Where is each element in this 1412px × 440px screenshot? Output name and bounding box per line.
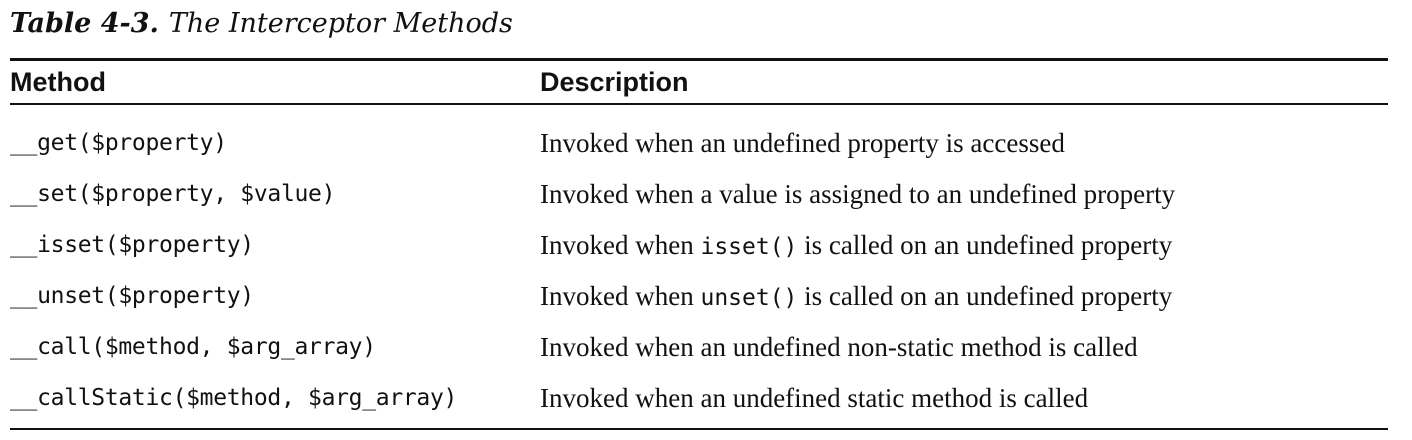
method-cell: __get($property) (10, 130, 227, 156)
table-row: __call($method, $arg_array) Invoked when… (10, 322, 1388, 373)
table-row: __set($property, $value) Invoked when a … (10, 169, 1388, 220)
table-top-rule (10, 58, 1388, 61)
table-row: __isset($property) Invoked when isset() … (10, 220, 1388, 271)
column-header-description: Description (540, 67, 689, 97)
description-code: unset() (700, 285, 798, 311)
column-header-method: Method (10, 67, 106, 97)
method-cell: __call($method, $arg_array) (10, 334, 376, 360)
method-cell: __isset($property) (10, 232, 254, 258)
table-header-rule (10, 103, 1388, 105)
method-cell: __set($property, $value) (10, 181, 336, 207)
description-cell: Invoked when isset() is called on an und… (540, 220, 1172, 273)
table-bottom-rule (10, 428, 1388, 430)
description-text-tail: is called on an undefined property (797, 281, 1173, 311)
table-header-row: Method Description (10, 62, 1388, 102)
table-body: __get($property) Invoked when an undefin… (10, 118, 1388, 424)
description-text: Invoked when an undefined static method … (540, 383, 1089, 413)
table-caption-label: Table 4-3. (10, 8, 159, 39)
description-text: Invoked when (540, 281, 701, 311)
table-row: __unset($property) Invoked when unset() … (10, 271, 1388, 322)
method-cell: __callStatic($method, $arg_array) (10, 385, 458, 411)
description-text-tail: is called on an undefined property (797, 230, 1173, 260)
table-row: __callStatic($method, $arg_array) Invoke… (10, 373, 1388, 424)
table-caption-title: The Interceptor Methods (168, 8, 513, 39)
description-cell: Invoked when an undefined property is ac… (540, 118, 1065, 171)
description-cell: Invoked when a value is assigned to an u… (540, 169, 1175, 222)
description-cell: Invoked when an undefined static method … (540, 373, 1088, 426)
description-text: Invoked when an undefined property is ac… (540, 128, 1065, 158)
description-text: Invoked when an undefined non-static met… (540, 332, 1138, 362)
description-text: Invoked when (540, 230, 701, 260)
description-code: isset() (700, 234, 798, 260)
description-cell: Invoked when unset() is called on an und… (540, 271, 1172, 324)
table-caption: Table 4-3. The Interceptor Methods (10, 6, 513, 42)
description-text: Invoked when a value is assigned to an u… (540, 179, 1176, 209)
table-row: __get($property) Invoked when an undefin… (10, 118, 1388, 169)
description-cell: Invoked when an undefined non-static met… (540, 322, 1138, 375)
method-cell: __unset($property) (10, 283, 254, 309)
